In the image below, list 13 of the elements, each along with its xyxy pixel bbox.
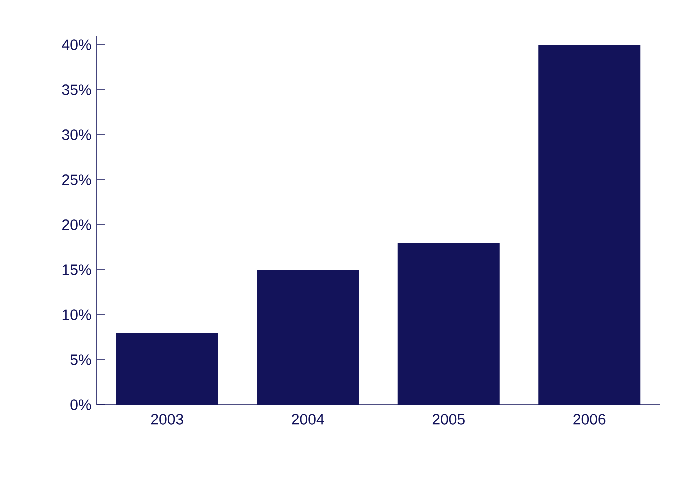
y-tick-label: 35% (62, 84, 92, 96)
x-tick-label: 2003 (151, 414, 184, 425)
y-tick-label: 10% (62, 310, 92, 320)
y-tick-label: 20% (62, 220, 92, 230)
y-tick-label: 30% (62, 130, 92, 140)
x-tick-label: 2004 (292, 414, 324, 425)
y-tick-label: 0% (70, 400, 92, 410)
x-tick-label: 2006 (574, 414, 606, 425)
y-tick-label: 5% (70, 354, 92, 366)
y-tick-label: 15% (62, 264, 92, 276)
x-tick-label: 2005 (432, 414, 465, 425)
y-tick-label: 25% (62, 174, 92, 186)
y-tick-label: 40% (62, 40, 92, 50)
